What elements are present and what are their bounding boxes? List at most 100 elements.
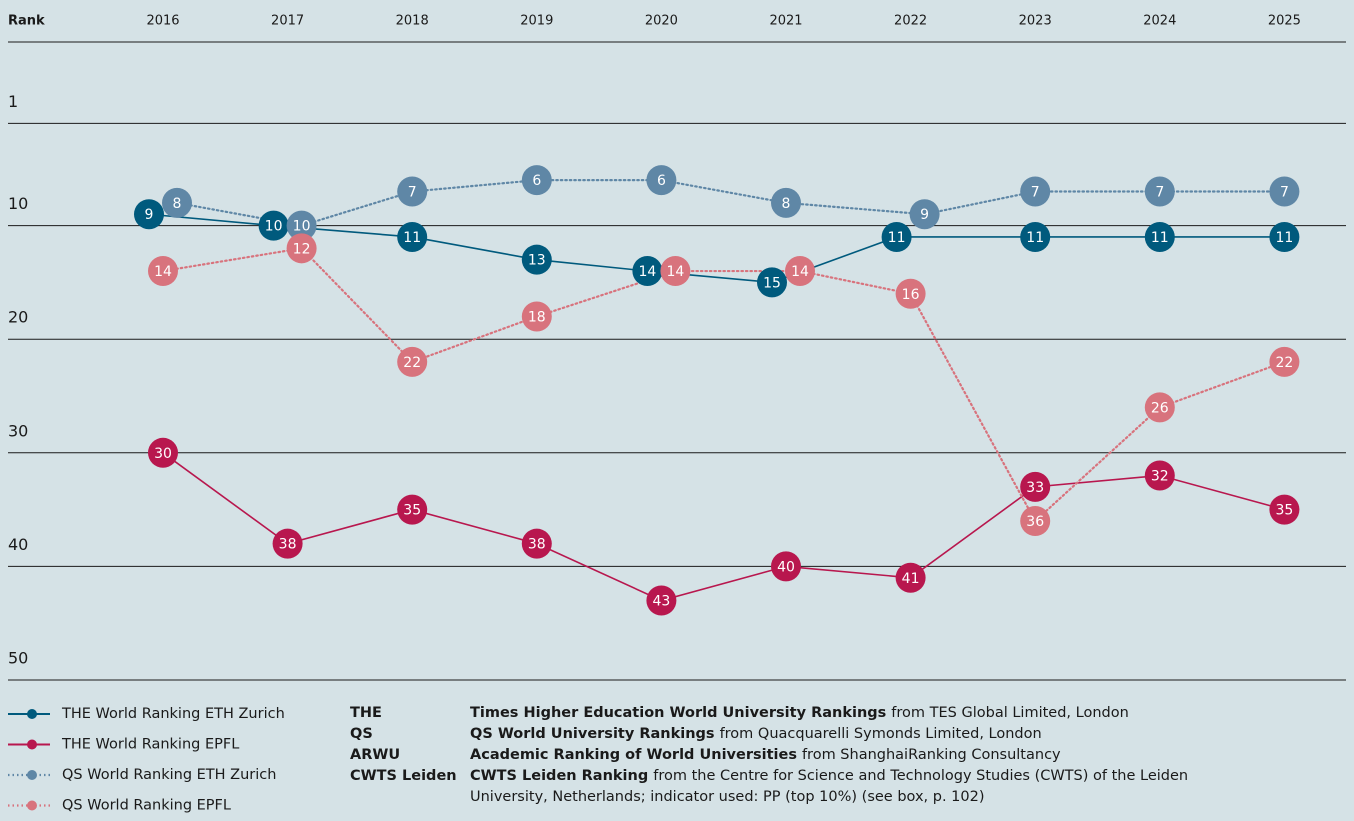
y-tick-label: 20 [8, 308, 28, 327]
point [397, 176, 428, 207]
glossary-desc: CWTS Leiden Ranking from the Centre for S… [470, 766, 1260, 808]
point [1144, 392, 1175, 423]
point [1269, 221, 1300, 252]
point [757, 267, 787, 298]
y-tick-label: 1 [8, 92, 18, 111]
data-label: 35 [1275, 503, 1293, 519]
data-label: 38 [528, 537, 546, 553]
x-tick-label: 2019 [520, 14, 553, 29]
x-tick-label: 2016 [146, 14, 179, 29]
glossary-detail: from TES Global Limited, London [891, 705, 1129, 721]
series-line [162, 452, 1286, 602]
x-tick-label: 2017 [271, 14, 304, 29]
point [1020, 505, 1051, 536]
glossary-name: Times Higher Education World University … [470, 705, 887, 721]
glossary-row: QS QS World University Rankings from Quacq… [350, 724, 1270, 745]
glossary-row: CWTS Leiden CWTS Leiden Ranking from the C… [350, 766, 1270, 808]
glossary-detail: from ShanghaiRanking Consultancy [801, 747, 1061, 763]
point [162, 187, 192, 218]
glossary-row: THE Times Higher Education World Universi… [350, 703, 1270, 724]
data-label: 16 [902, 287, 920, 303]
legend-label: THE World Ranking ETH Zurich [61, 706, 285, 722]
y-tick-label: 40 [8, 535, 28, 554]
glossary-desc: Times Higher Education World University … [470, 703, 1260, 724]
data-label: 15 [763, 275, 781, 291]
glossary: THE Times Higher Education World Universi… [350, 703, 1270, 808]
data-label: 11 [1275, 230, 1293, 246]
x-tick-label: 2023 [1019, 14, 1052, 29]
data-label: 6 [532, 173, 541, 189]
series-line [161, 247, 1286, 523]
glossary-abbr: QS [350, 726, 373, 742]
legend-label: QS World Ranking ETH Zurich [62, 767, 276, 783]
legend-label: QS World Ranking EPFL [62, 798, 231, 814]
data-label: 18 [528, 309, 546, 325]
point [909, 199, 940, 230]
point [258, 210, 289, 241]
data-label: 7 [408, 185, 417, 201]
point [1269, 176, 1300, 207]
glossary-desc: Academic Ranking of World Universities fr… [470, 745, 1260, 766]
point [1020, 176, 1051, 207]
point [895, 562, 926, 593]
data-label: 9 [145, 207, 154, 223]
data-label: 40 [777, 559, 795, 575]
data-label: 7 [1155, 185, 1164, 201]
data-label: 14 [666, 264, 684, 280]
data-label: 12 [293, 241, 311, 257]
point [272, 528, 303, 559]
point [134, 199, 164, 230]
data-label: 35 [403, 503, 421, 519]
x-tick-label: 2020 [645, 14, 678, 29]
glossary-name: CWTS Leiden Ranking [470, 768, 649, 784]
data-label: 9 [920, 207, 929, 223]
data-label: 14 [638, 264, 656, 280]
point [1020, 471, 1051, 502]
legend-marker [27, 770, 37, 780]
point [660, 256, 691, 287]
y-axis-label: Rank [8, 14, 45, 29]
glossary-name: QS World University Rankings [470, 726, 715, 742]
point [895, 278, 926, 309]
data-label: 11 [888, 230, 906, 246]
point [632, 256, 663, 287]
data-label: 10 [265, 219, 283, 235]
glossary-name: Academic Ranking of World Universities [470, 747, 797, 763]
x-tick-label: 2022 [894, 14, 927, 29]
data-label: 10 [293, 219, 311, 235]
point [397, 221, 428, 252]
data-label: 22 [403, 355, 421, 371]
point [397, 494, 428, 525]
point [881, 221, 912, 252]
point [1020, 221, 1051, 252]
data-label: 11 [1026, 230, 1044, 246]
data-label: 36 [1026, 514, 1044, 530]
legend-label: THE World Ranking EPFL [61, 737, 239, 753]
data-label: 26 [1151, 400, 1169, 416]
y-tick-label: 50 [8, 649, 28, 668]
data-label: 14 [791, 264, 809, 280]
point [1144, 176, 1175, 207]
data-label: 22 [1275, 355, 1293, 371]
glossary-detail: from Quacquarelli Symonds Limited, Londo… [719, 726, 1042, 742]
point [521, 165, 552, 196]
series-line [148, 213, 1286, 284]
y-tick-label: 10 [8, 194, 28, 213]
point [1269, 346, 1300, 377]
point [1269, 494, 1300, 525]
lines [148, 179, 1286, 602]
x-tick-label: 2018 [396, 14, 429, 29]
point [286, 210, 317, 241]
data-label: 14 [154, 264, 172, 280]
x-tick-label: 2025 [1268, 14, 1301, 29]
point [286, 233, 317, 264]
data-label: 38 [279, 537, 297, 553]
data-label: 11 [1151, 230, 1169, 246]
x-tick-label: 2024 [1143, 14, 1176, 29]
glossary-abbr: THE [350, 705, 382, 721]
data-label: 32 [1151, 469, 1169, 485]
point [521, 244, 552, 275]
point [771, 551, 801, 582]
point [521, 301, 552, 332]
